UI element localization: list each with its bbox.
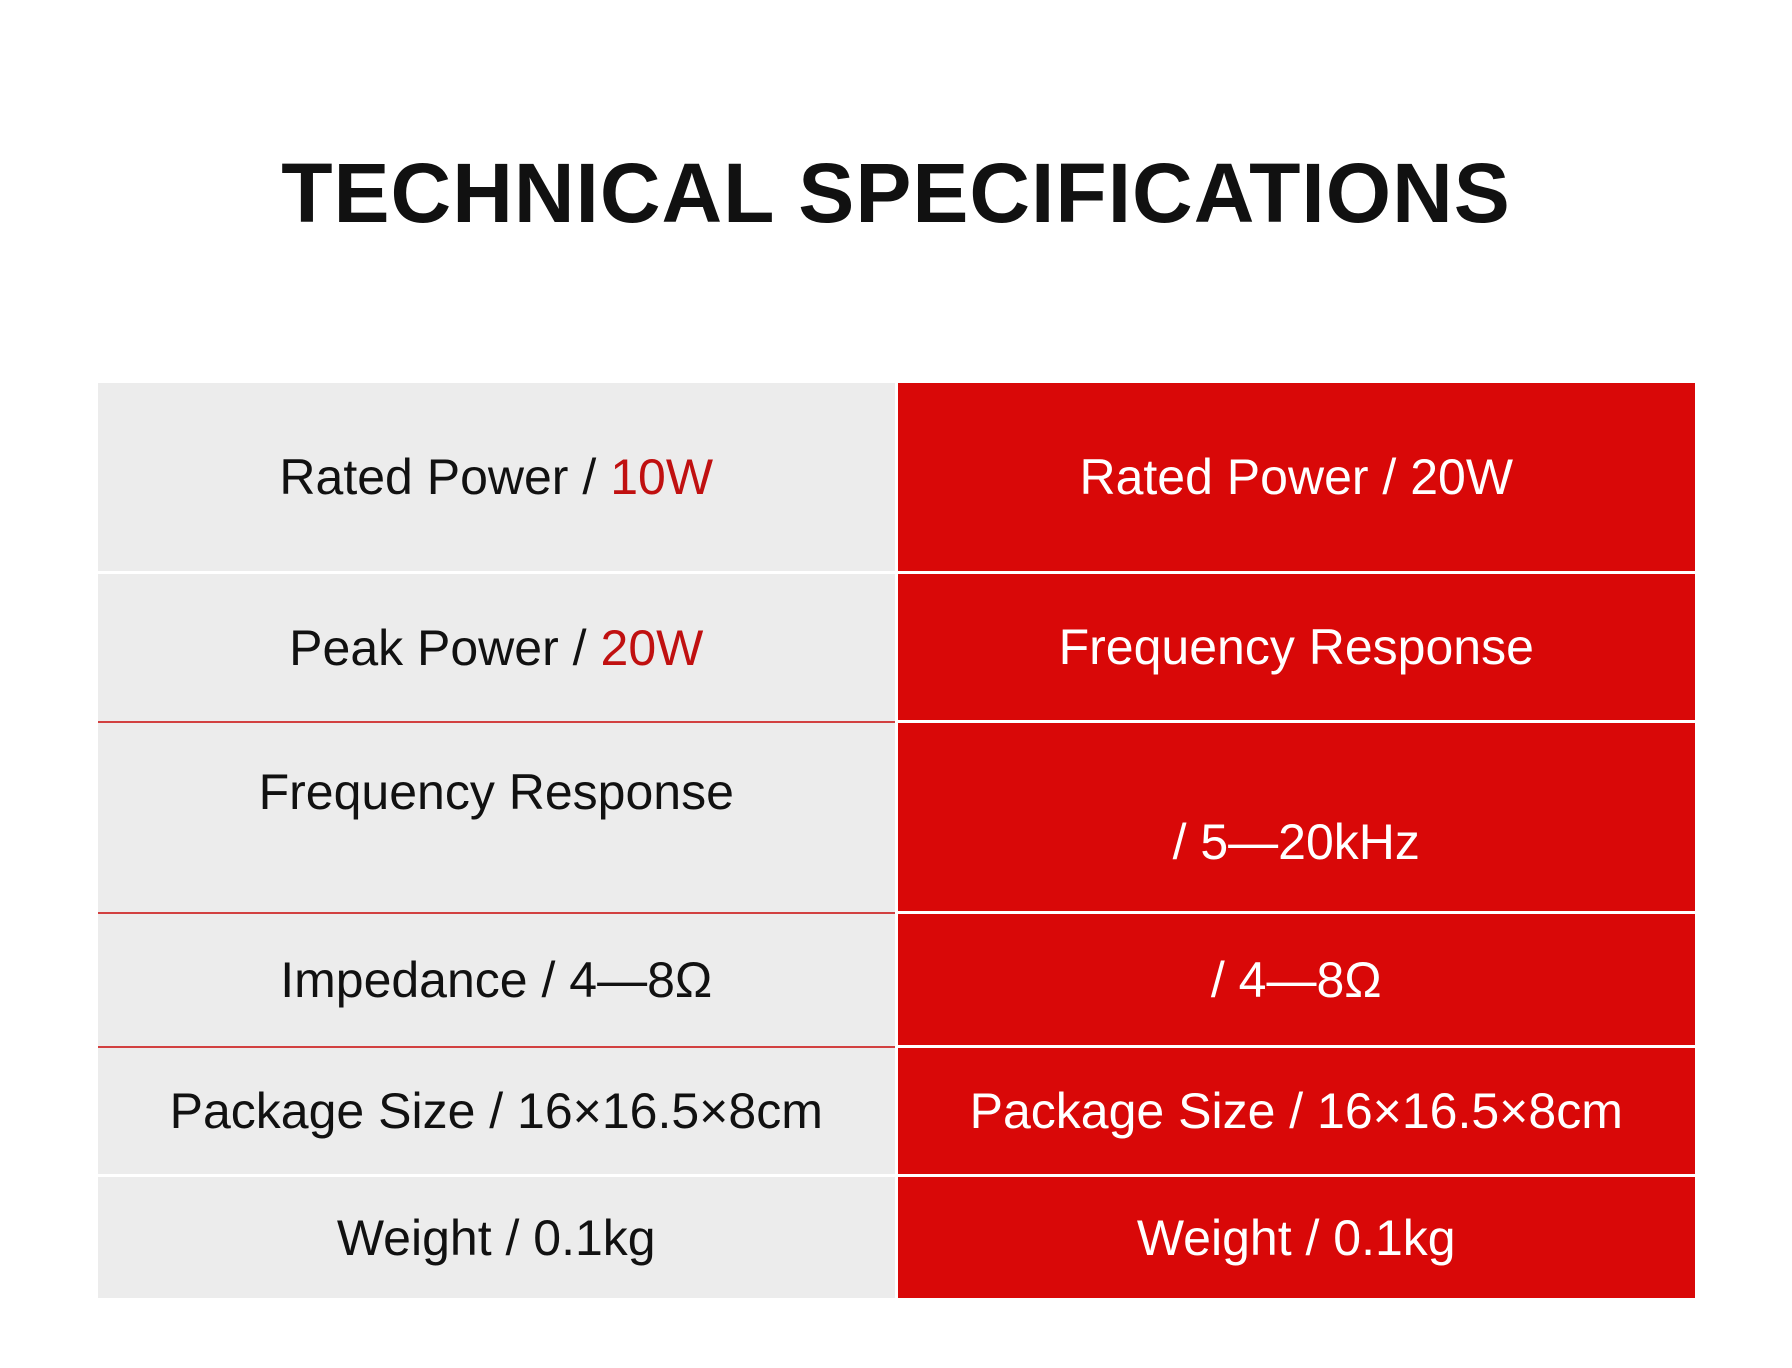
spec-row: Frequency Response / 5—20kHz (98, 723, 1695, 914)
spec-row: Rated Power /10W Rated Power / 20W (98, 383, 1695, 574)
right-cell: / 5—20kHz (897, 723, 1695, 914)
spec-text: Frequency Response (1058, 619, 1534, 675)
left-cell: Weight / 0.1kg (98, 1177, 895, 1301)
spec-text: Peak Power / (289, 619, 587, 676)
left-cell: Impedance / 4—8Ω (98, 914, 895, 1048)
title: TECHNICAL SPECIFICATIONS (281, 146, 1511, 240)
right-cell: Package Size / 16×16.5×8cm (897, 1048, 1695, 1177)
spec-row: Peak Power /20W Frequency Response (98, 574, 1695, 723)
spec-text: Rated Power / (279, 449, 597, 505)
spec-row: Package Size / 16×16.5×8cm Package Size /… (98, 1048, 1695, 1177)
right-cell: Frequency Response (897, 574, 1695, 723)
left-cell: Frequency Response (98, 723, 895, 914)
left-cell: Peak Power /20W (98, 574, 895, 723)
spec-text: / 5—20kHz (1172, 814, 1420, 870)
spec-row: Weight / 0.1kg Weight / 0.1kg (98, 1177, 1695, 1301)
spec-table: Rated Power /10W Rated Power / 20W Peak Po… (98, 383, 1695, 1301)
spec-text: Weight / 0.1kg (1136, 1209, 1456, 1266)
spec-text: Package Size / 16×16.5×8cm (969, 1083, 1623, 1139)
spec-row: Impedance / 4—8Ω / 4—8Ω (98, 914, 1695, 1048)
spec-text: Weight / 0.1kg (336, 1209, 656, 1266)
spec-text: Package Size / 16×16.5×8cm (169, 1083, 823, 1139)
spec-text: Rated Power / 20W (1079, 449, 1514, 505)
right-cell: / 4—8Ω (897, 914, 1695, 1048)
spec-text: Impedance / 4—8Ω (280, 952, 713, 1008)
spec-text: / 4—8Ω (1210, 951, 1382, 1008)
spec-text: Frequency Response (258, 764, 734, 820)
spec-value: 20W (600, 619, 704, 676)
spec-value: 10W (610, 449, 714, 505)
right-cell: Weight / 0.1kg (897, 1177, 1695, 1301)
right-cell: Rated Power / 20W (897, 383, 1695, 574)
left-cell: Package Size / 16×16.5×8cm (98, 1048, 895, 1177)
left-cell: Rated Power /10W (98, 383, 895, 574)
